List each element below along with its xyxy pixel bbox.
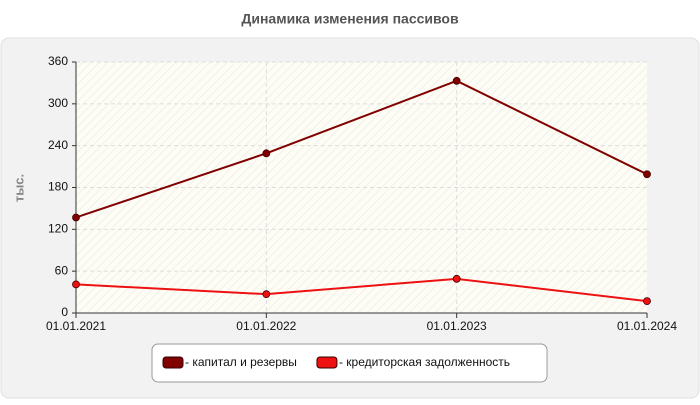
chart-title: Динамика изменения пассивов — [241, 11, 459, 27]
legend-label: - капитал и резервы — [185, 355, 297, 369]
point — [72, 213, 80, 222]
point — [452, 274, 461, 283]
plot-area — [76, 62, 647, 313]
point — [452, 76, 461, 85]
series-line — [75, 79, 648, 219]
point — [262, 290, 271, 299]
x-tick-label: 01.01.2023 — [427, 319, 487, 333]
x-tick-label: 01.01.2024 — [617, 319, 677, 333]
legend-swatch — [162, 356, 184, 369]
point — [643, 170, 651, 179]
y-axis-label: тыс. — [11, 174, 26, 202]
y-tick-label: 120 — [48, 222, 68, 236]
series-line — [75, 277, 648, 303]
legend: - капитал и резервы - кредиторская задолж… — [151, 343, 548, 383]
y-tick-label: 0 — [61, 305, 68, 319]
legend-swatch — [316, 356, 338, 369]
x-tick-label: 01.01.2022 — [236, 319, 296, 333]
y-tick-label: 60 — [55, 263, 69, 277]
point — [262, 149, 271, 158]
legend-box — [151, 343, 548, 383]
y-tick-label: 360 — [48, 54, 68, 68]
y-tick-label: 300 — [48, 96, 68, 110]
x-tick-label: 01.01.2021 — [46, 319, 106, 333]
legend-label: - кредиторская задолженность — [339, 355, 510, 369]
point — [643, 297, 651, 306]
y-tick-label: 180 — [48, 180, 68, 194]
point — [72, 280, 80, 289]
y-tick-label: 240 — [48, 138, 68, 152]
